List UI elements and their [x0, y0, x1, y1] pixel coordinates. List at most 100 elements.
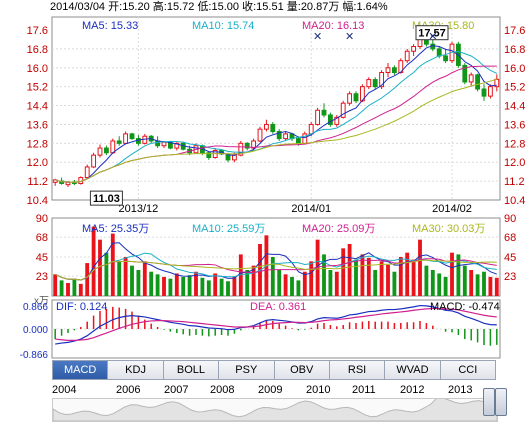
macd-legend-dif: DIF: 0.124: [56, 301, 107, 313]
tab-wvad[interactable]: WVAD: [385, 360, 441, 380]
ma-line-ma30: [55, 78, 497, 183]
price-axis-left-label: 16.8: [27, 44, 48, 56]
volume-axis-right-label: 90: [504, 213, 516, 225]
close-label: 收:: [242, 1, 257, 13]
price-axis-right-label: 17.6: [504, 25, 525, 37]
tab-obv[interactable]: OBV: [274, 360, 330, 380]
tab-rsi[interactable]: RSI: [329, 360, 386, 380]
candle-body: [238, 142, 244, 156]
volume-bar: [302, 271, 307, 296]
volume-axis-left-label: 45: [36, 252, 48, 264]
volume-bar: [488, 276, 493, 296]
volume-bar: [110, 233, 115, 296]
candle-body: [353, 93, 359, 102]
dea-line: [55, 307, 497, 341]
volume-bar: [411, 259, 416, 296]
volume-bar: [328, 270, 333, 296]
volume-bar: [347, 244, 352, 296]
candle-body: [97, 147, 103, 156]
macd-axis-label: 0.000: [23, 325, 48, 336]
open-label: 开:: [108, 1, 123, 13]
price-axis-left-label: 15.2: [27, 82, 48, 94]
range-handle-left[interactable]: [483, 388, 495, 416]
price-axis-left-label: 12.8: [27, 138, 48, 150]
volume-bar: [456, 254, 461, 296]
price-legend-ma5: MA5: 15.33: [82, 20, 138, 32]
tab-psy[interactable]: PSY: [219, 360, 275, 380]
candle-body: [135, 138, 141, 144]
month-label: 2013/12: [119, 203, 159, 215]
volume-bar: [494, 277, 499, 296]
volume-bar: [226, 281, 230, 296]
volume-unit-label: x万: [34, 296, 49, 307]
volume-bar: [398, 257, 403, 296]
tab-cci[interactable]: CCI: [440, 360, 496, 380]
min-price-box: [89, 190, 123, 206]
tab-boll[interactable]: BOLL: [163, 360, 220, 380]
price-legend-ma20: MA20: 16.13: [302, 20, 364, 32]
volume-label: 量:: [286, 1, 301, 13]
candle-body: [91, 154, 97, 168]
volume-bar: [296, 280, 301, 296]
volume-bar: [181, 276, 186, 296]
volume-bar: [117, 261, 122, 296]
min-price-label: 11.03: [93, 193, 120, 205]
candle-body: [315, 109, 321, 125]
change-label: 幅:: [342, 1, 357, 13]
price-axis-right-label: 13.6: [504, 119, 525, 131]
timeline-year-label: 2013: [448, 384, 473, 396]
tab-kdj[interactable]: KDJ: [108, 360, 164, 380]
volume-bar: [315, 239, 320, 296]
candle-body: [65, 181, 71, 186]
price-axis-right-label: 16.8: [504, 44, 525, 56]
timeline-year-label: 2011: [352, 384, 376, 396]
volume-bar: [405, 252, 410, 296]
candle-body: [270, 123, 276, 133]
candle-body: [385, 67, 391, 74]
candle-body: [123, 133, 129, 144]
candle-body: [263, 123, 269, 130]
range-handle-right[interactable]: [495, 388, 507, 416]
volume-bar: [443, 276, 448, 296]
timeline-navigator[interactable]: [52, 397, 498, 422]
volume-bar: [418, 239, 422, 296]
candle-body: [155, 140, 161, 147]
month-label: 2014/02: [432, 203, 472, 215]
max-price-label: 17.57: [418, 28, 446, 40]
indicator-tabs: MACD KDJ BOLL PSY OBV RSI WVAD CCI: [52, 360, 496, 380]
volume-bar: [149, 271, 154, 296]
volume-bar: [78, 283, 83, 296]
price-panel-frame: [51, 16, 501, 201]
volume-bar: [482, 271, 486, 296]
candle-body: [372, 79, 378, 88]
volume-bar: [360, 254, 365, 296]
candle-body: [321, 109, 327, 116]
timeline-year-label: 2010: [306, 384, 331, 396]
candle-body: [347, 93, 353, 104]
macd-axis-label: -0.866: [20, 350, 49, 360]
volume-bar: [373, 270, 378, 296]
volume-bar: [251, 265, 256, 296]
volume-bar: [450, 252, 454, 296]
candle-body: [257, 128, 263, 142]
volume-bar: [283, 274, 288, 296]
price-legend-ma10: MA10: 15.74: [192, 20, 254, 32]
candle-body: [411, 46, 417, 52]
tab-macd[interactable]: MACD: [52, 360, 109, 380]
volume-axis-right-label: 68: [504, 232, 516, 244]
candle-body: [244, 142, 250, 149]
candle-body: [475, 74, 481, 90]
volume-bar: [437, 273, 442, 296]
price-axis-left-label: 11.2: [27, 176, 48, 188]
volume-bar: [366, 257, 371, 296]
charts-svg[interactable]: 17.6 17.6 16.8 16.8 16.0 16.0 15.2 15.2 14.4 14.4…: [0, 0, 528, 360]
price-axis-left-label: 12.0: [27, 157, 48, 169]
volume-bar: [334, 271, 339, 296]
candle-body: [487, 86, 493, 97]
candle-body: [276, 131, 282, 140]
volume-bar: [194, 271, 198, 296]
candle-body: [174, 142, 180, 149]
volume-bar: [155, 274, 160, 296]
candle-body: [142, 135, 148, 144]
high-value: 15.72: [166, 1, 195, 13]
